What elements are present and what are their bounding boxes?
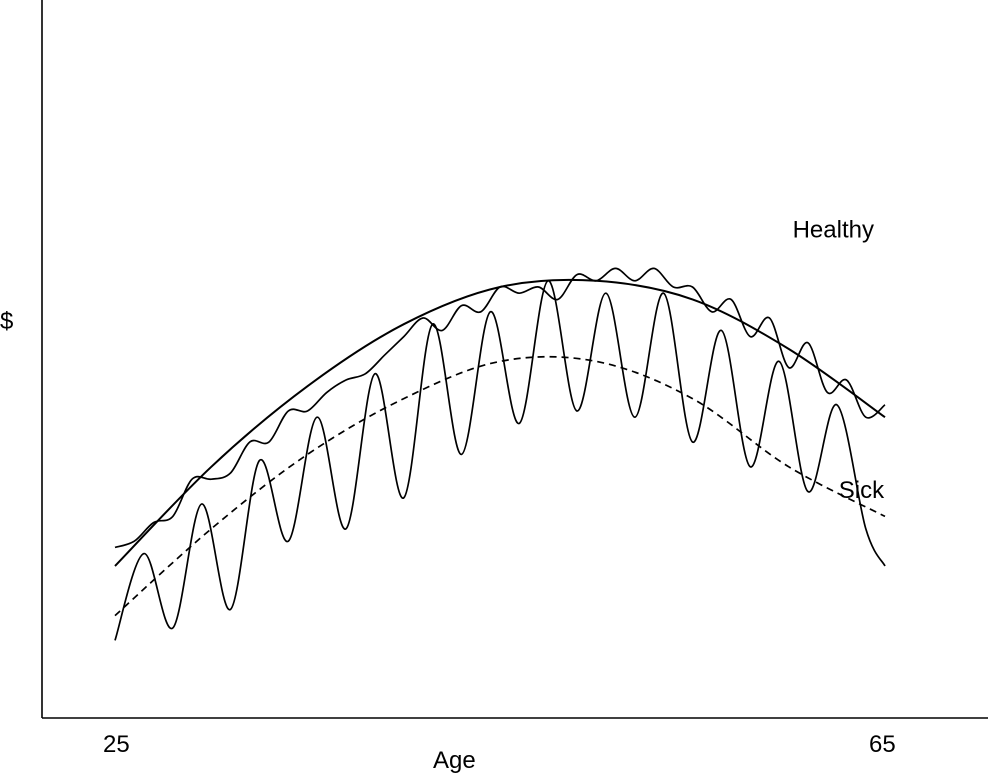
- series-line-sick-income: [114, 279, 886, 641]
- series-line-sick-trend: [114, 355, 886, 617]
- x-axis-label: Age: [433, 747, 476, 774]
- annotation-label-sick: Sick: [839, 477, 885, 504]
- x-tick-label-25: 25: [103, 731, 130, 758]
- series-line-healthy-income: [114, 267, 886, 549]
- x-tick-label-65: 65: [869, 731, 896, 758]
- y-axis-label: $: [0, 308, 13, 335]
- series-line-healthy-trend: [114, 278, 886, 567]
- series-layer: [114, 267, 886, 641]
- annotation-layer: Healthy Sick: [793, 216, 886, 503]
- annotation-label-healthy: Healthy: [793, 216, 874, 243]
